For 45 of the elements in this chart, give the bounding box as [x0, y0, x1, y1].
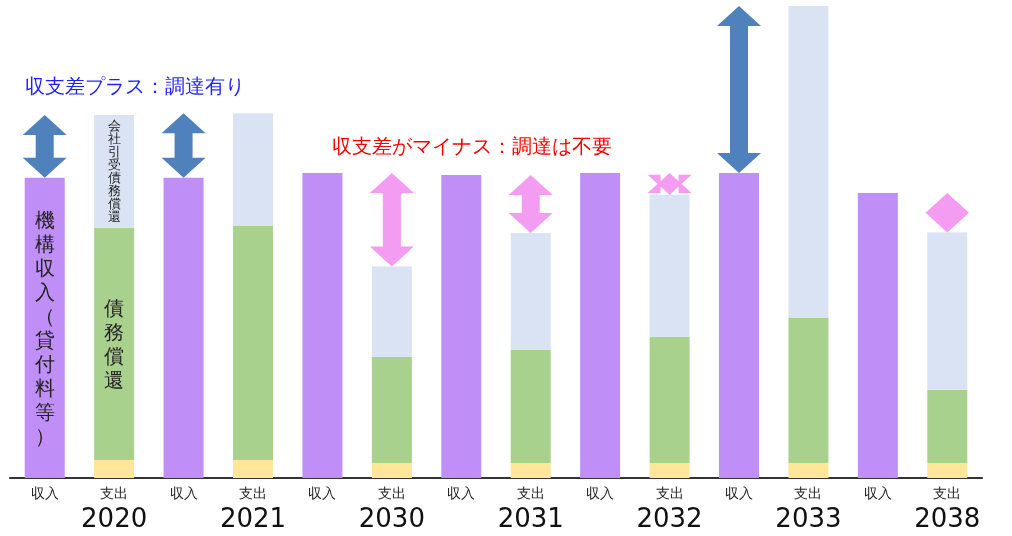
- x-tick-label: 支出: [933, 485, 962, 501]
- bar: [371, 356, 412, 463]
- x-tick-label: 支出: [377, 485, 406, 501]
- x-tick-label: 支出: [516, 485, 545, 501]
- bar: [857, 192, 898, 478]
- text: 2030: [358, 503, 425, 533]
- bar: [927, 389, 968, 463]
- x-tick-label: 支出: [239, 485, 267, 501]
- bar: [441, 174, 482, 478]
- x-tick-label: 収入: [447, 485, 476, 501]
- annotation: 収支差がマイナス：調達は不要: [331, 134, 612, 158]
- x-tick-label: 収入: [863, 485, 892, 501]
- bar: [788, 317, 829, 463]
- x-tick-label: 収入: [169, 485, 198, 501]
- x-tick-label: 支出: [655, 485, 684, 501]
- bar: [510, 462, 551, 478]
- text: 2020: [81, 503, 148, 533]
- bar: [94, 460, 135, 478]
- x-tick-label: 収入: [30, 485, 59, 501]
- text: 2021: [219, 503, 287, 533]
- bar: [233, 113, 273, 226]
- x-tick-label: 収入: [586, 485, 615, 501]
- bar: [371, 462, 412, 478]
- bar: [94, 227, 135, 461]
- x-tick-label: 支出: [100, 485, 129, 501]
- bar: [580, 173, 621, 478]
- text: 2032: [636, 503, 703, 533]
- bar: [233, 460, 273, 478]
- x-tick-label: 収入: [725, 485, 753, 501]
- text: 債務償還: [104, 295, 125, 392]
- bar: [302, 173, 343, 478]
- bar: [649, 336, 690, 463]
- bar: [788, 462, 829, 478]
- text: 2033: [775, 503, 842, 533]
- bar: [510, 350, 551, 463]
- bar: [233, 225, 273, 461]
- text: 2038: [914, 503, 981, 533]
- x-tick-label: 支出: [794, 485, 823, 501]
- bar: [649, 462, 690, 478]
- text: 機構収入（貸付料等）: [34, 207, 55, 448]
- bar: [927, 462, 968, 478]
- x-tick-label: 収入: [308, 485, 337, 501]
- text: 2031: [497, 503, 564, 533]
- annotation: 収支差プラス：調達有り: [24, 74, 245, 98]
- bar: [788, 6, 829, 318]
